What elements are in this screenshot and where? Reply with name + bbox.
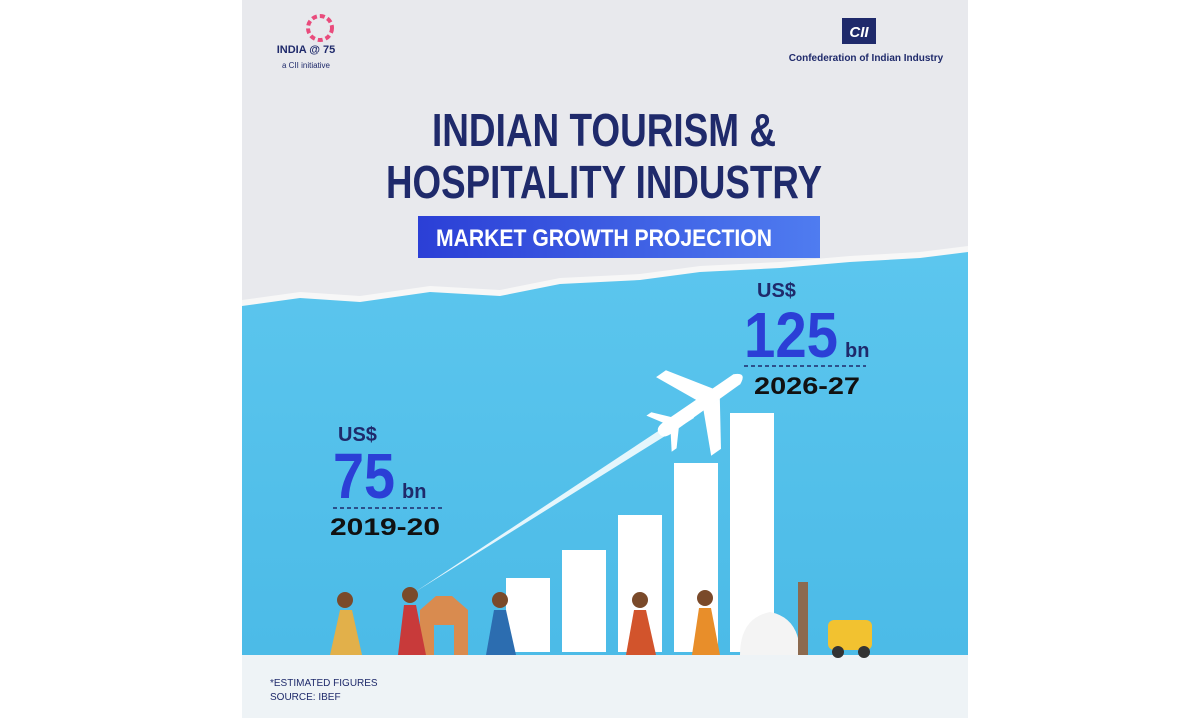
contrail [415, 410, 694, 592]
cultural-figures [330, 582, 872, 658]
logo-box [842, 18, 876, 44]
figure-start: US$ 75 bn 2019-20 [330, 424, 445, 541]
logo-label: INDIA @ 75 [277, 44, 336, 56]
logo-sub: a CII initiative [282, 61, 331, 70]
period: 2026-27 [754, 373, 860, 400]
subtitle-banner [418, 216, 820, 258]
logo-emblem [306, 14, 334, 42]
india75-logo: INDIA @ 75 a CII initiative [277, 14, 336, 70]
subtitle: MARKET GROWTH PROJECTION [436, 225, 772, 252]
footnote: *ESTIMATED FIGURES [270, 678, 378, 689]
airplane [646, 370, 743, 456]
deco-bar [730, 413, 774, 652]
deco-bar [506, 578, 550, 652]
period: 2019-20 [330, 514, 440, 541]
footnote: SOURCE: IBEF [270, 692, 341, 703]
unit: bn [845, 340, 869, 362]
currency: US$ [338, 424, 377, 446]
figure-value: 75 [333, 440, 395, 512]
panel-sky [242, 252, 968, 718]
figure-value: 125 [744, 299, 838, 371]
growth-bars [506, 413, 774, 652]
currency: US$ [757, 280, 796, 302]
logo-name: Confederation of Indian Industry [789, 53, 944, 64]
title-line: INDIAN TOURISM & [432, 104, 776, 156]
unit: bn [402, 481, 426, 503]
deco-bar [562, 550, 606, 652]
title-line: HOSPITALITY INDUSTRY [386, 156, 822, 208]
panel-bottom [242, 655, 968, 718]
cii-logo: CII Confederation of Indian Industry [789, 18, 944, 64]
logo-mark: CII [849, 24, 869, 41]
figure-end: US$ 125 bn 2026-27 [744, 280, 869, 400]
